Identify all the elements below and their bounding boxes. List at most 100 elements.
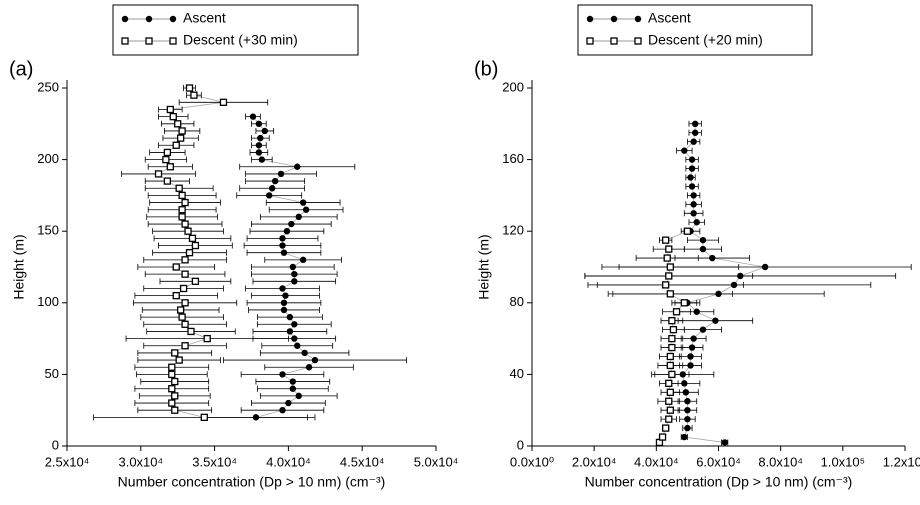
- y-tick-label: 250: [37, 79, 59, 94]
- data-point: [219, 98, 228, 106]
- data-point: [185, 84, 194, 92]
- data-point: [681, 147, 688, 154]
- data-point: [184, 227, 192, 235]
- data-point: [171, 392, 179, 400]
- data-point: [665, 397, 673, 405]
- data-point: [688, 165, 696, 172]
- data-point: [687, 353, 694, 360]
- y-tick-label: 200: [502, 79, 524, 94]
- data-point: [684, 424, 691, 432]
- data-point: [690, 201, 697, 208]
- data-point: [268, 185, 276, 192]
- data-point: [305, 364, 313, 371]
- legend-marker: [169, 37, 177, 45]
- data-point: [168, 385, 176, 393]
- data-point: [249, 113, 257, 120]
- data-point: [181, 270, 189, 278]
- legend-marker: [586, 15, 594, 23]
- x-tick-label: 5.0x10⁴: [414, 454, 459, 469]
- legend-label: Descent (+20 min): [648, 32, 763, 48]
- data-point: [668, 370, 676, 379]
- data-point: [279, 371, 286, 378]
- data-point: [693, 219, 700, 226]
- data-point: [666, 352, 674, 361]
- data-point: [154, 170, 163, 178]
- data-point: [709, 254, 716, 262]
- data-point: [185, 249, 194, 257]
- data-point: [286, 328, 294, 335]
- data-point: [169, 112, 177, 121]
- data-point: [280, 306, 288, 314]
- data-point: [684, 407, 691, 414]
- data-point: [669, 325, 678, 334]
- y-tick-label: 40: [510, 366, 524, 381]
- connecting-line: [682, 123, 767, 443]
- data-point: [666, 263, 674, 271]
- data-point: [688, 344, 696, 351]
- data-point: [684, 415, 691, 423]
- data-point: [301, 349, 308, 357]
- data-point: [187, 327, 195, 336]
- y-tick-label: 200: [37, 151, 59, 166]
- data-point: [690, 335, 697, 342]
- x-tick-label: 0.0x10⁰: [510, 454, 554, 469]
- y-axis-title: Height (m): [476, 234, 492, 299]
- data-point: [190, 91, 198, 99]
- data-point: [295, 392, 302, 400]
- data-point: [282, 292, 289, 299]
- data-point: [279, 285, 286, 292]
- data-point: [666, 406, 674, 414]
- data-point: [666, 388, 674, 396]
- data-point: [665, 245, 673, 253]
- data-point: [681, 380, 688, 387]
- y-tick-label: 160: [502, 151, 524, 166]
- data-point: [682, 389, 690, 396]
- legend-marker: [610, 37, 618, 45]
- data-point: [665, 272, 673, 280]
- data-point: [666, 290, 674, 298]
- data-point: [291, 270, 298, 278]
- data-point: [699, 326, 707, 333]
- data-point: [665, 379, 673, 388]
- data-point: [688, 183, 696, 190]
- x-tick-label: 4.5x10⁴: [340, 454, 385, 469]
- legend-marker: [169, 15, 177, 23]
- data-point: [687, 362, 694, 369]
- data-point: [283, 228, 291, 235]
- panel-label: (b): [474, 58, 498, 80]
- data-point: [271, 177, 279, 185]
- y-tick-label: 80: [510, 294, 524, 309]
- y-tick-label: 100: [37, 294, 59, 309]
- data-point: [162, 155, 170, 164]
- legend-box: [577, 4, 813, 56]
- data-point: [174, 120, 182, 128]
- data-point: [295, 213, 302, 221]
- legend-label: Descent (+30 min): [183, 32, 298, 48]
- data-point: [699, 245, 707, 253]
- data-point: [191, 241, 200, 250]
- data-point: [181, 256, 189, 264]
- y-tick-label: 150: [37, 223, 59, 238]
- data-point: [178, 206, 186, 214]
- data-point: [665, 415, 673, 423]
- data-point: [178, 191, 186, 200]
- data-point: [690, 192, 697, 199]
- x-tick-label: 2.5x10⁴: [45, 454, 90, 469]
- data-point: [277, 170, 285, 178]
- data-point: [168, 399, 176, 407]
- legend-marker: [145, 37, 153, 45]
- data-point: [761, 263, 769, 271]
- data-point: [163, 177, 172, 185]
- data-point: [255, 120, 263, 128]
- y-tick-label: 50: [45, 366, 59, 381]
- data-point: [662, 424, 670, 432]
- data-point: [662, 281, 670, 289]
- x-tick-label: 1.0x10⁵: [821, 454, 865, 469]
- x-axis-title: Number concentration (Dp > 10 nm) (cm⁻³): [118, 474, 386, 490]
- data-point: [181, 320, 189, 328]
- data-point: [299, 199, 307, 206]
- data-point: [291, 321, 298, 328]
- legend-label: Ascent: [183, 10, 226, 26]
- data-point: [289, 378, 297, 385]
